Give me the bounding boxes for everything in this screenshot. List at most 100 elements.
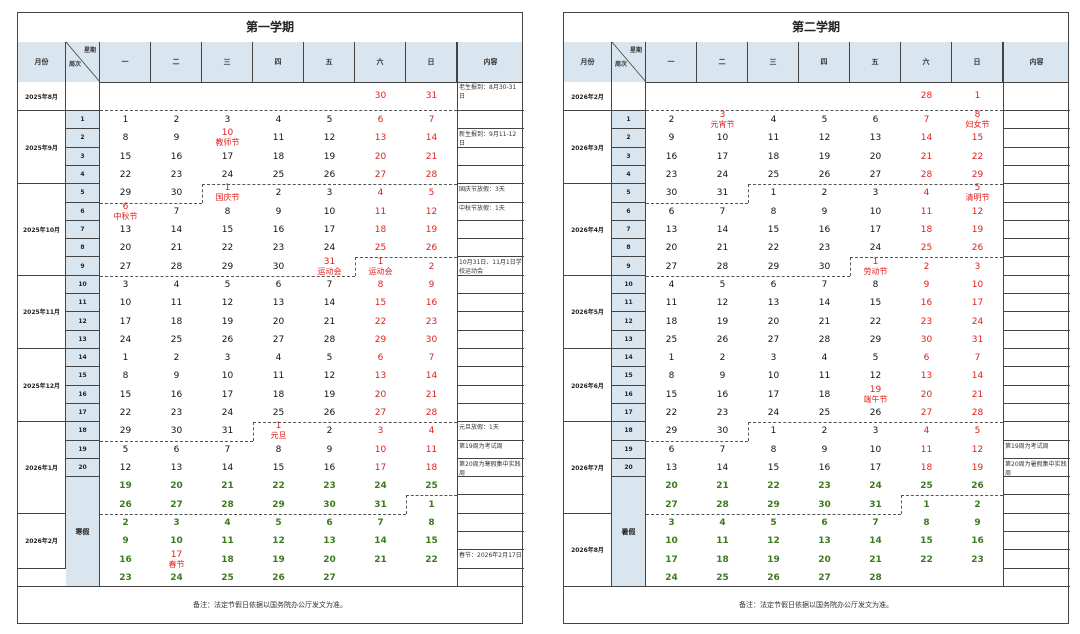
header-day-3: 三 [748,42,799,82]
day-number: 6 [770,279,777,290]
day-cell: 15 [748,225,799,235]
day-cell: 26 [304,408,355,418]
day-number: 19 [323,151,336,162]
day-number: 21 [818,316,831,327]
holiday-label: 中秋节 [113,211,138,221]
day-cell: 8 妇女节 [952,110,1003,130]
week-number-cell: 13 [66,330,100,349]
day-number: 7 [173,206,180,217]
day-number: 16 [425,298,438,309]
day-cell: 21 [697,481,748,491]
header-day-7: 日 [406,42,457,82]
day-cell: 1 国庆节 [202,183,253,203]
month-boundary [646,513,901,515]
day-number: 26 [323,408,336,419]
month-cell: 2026年8月 [564,513,612,587]
day-number: 6 [821,517,828,528]
day-number: 13 [869,133,882,144]
day-cell: 10 [646,536,697,546]
day-cell: 15 [100,390,151,400]
day-number: 11 [818,371,831,382]
day-number: 2 [122,517,129,528]
day-number: 13 [767,298,780,309]
day-number: 25 [221,572,234,583]
day-cell: 20 [355,152,406,162]
day-cell: 23 [952,555,1003,565]
week-number-cell: 8 [66,239,100,258]
day-number: 7 [719,444,726,455]
day-cell: 24 [646,573,697,583]
day-cell: 1 [974,91,981,101]
day-cell: 28 [151,262,202,272]
day-number: 23 [818,243,831,254]
day-number: 9 [923,279,930,290]
day-cell: 31 运动会 [304,257,355,277]
week-number-cell: 8 [612,239,646,258]
day-cell: 22 [646,408,697,418]
header-weekday-label: 星期 [629,47,642,54]
day-cell: 2 [646,115,697,125]
day-number: 2 [173,115,180,126]
day-cell: 11 [901,445,952,455]
day-cell: 31 [850,500,901,510]
day-number: 10 [119,298,132,309]
note-cell [1003,349,1070,368]
day-cell: 7 [406,115,457,125]
day-number: 19 [971,463,984,473]
note-cell [457,148,524,166]
day-cell: 9 [697,371,748,381]
day-cell: 10 [697,133,748,143]
day-cell: 4 [202,518,253,528]
note-cell [457,495,524,514]
note-cell [457,221,524,240]
day-cell: 11 [253,133,304,143]
day-cell: 1 运动会 [355,257,406,277]
day-number: 29 [971,170,984,181]
day-cell: 16 [253,225,304,235]
day-cell: 17 [850,225,901,235]
day-number: 27 [869,170,882,181]
day-number: 13 [119,225,132,235]
day-cell: 28 [406,170,457,180]
day-cell: 19 [799,152,850,162]
day-number: 18 [920,463,933,473]
day-cell: 19 [253,555,304,565]
day-cell: 6 [355,353,406,363]
month-boundary [100,440,253,442]
day-number: 7 [872,517,879,528]
week-number-cell: 1 [612,111,646,130]
day-number: 2 [974,499,981,510]
note-cell [1003,148,1070,166]
note-cell: 元旦放假：1天 [457,422,524,441]
row-divider [646,110,1003,111]
day-number: 16 [818,225,831,235]
day-cell: 28 [304,335,355,345]
day-number: 11 [170,298,183,309]
day-number: 20 [818,554,831,565]
day-cell: 28 [799,335,850,345]
day-cell: 2 [697,353,748,363]
day-number: 23 [119,572,132,583]
day-cell: 23 [253,243,304,253]
day-cell: 22 [901,555,952,565]
day-cell: 23 [304,481,355,491]
day-cell: 6 [646,207,697,217]
header-day-3: 三 [202,42,253,82]
day-cell: 5 清明节 [952,183,1003,203]
day-cell: 16 [799,463,850,473]
note-cell [1003,203,1070,221]
day-cell: 19 [748,555,799,565]
holiday-label: 教师节 [215,138,240,148]
day-cell: 21 [406,390,457,400]
week-number-cell: 2 [612,129,646,148]
note-cell [1003,312,1070,331]
day-cell: 15 [406,536,457,546]
note-cell [1003,239,1070,258]
day-number: 7 [326,279,333,290]
day-cell: 9 [799,445,850,455]
note-cell: 第19周为考试周 [457,441,524,459]
day-cell: 8 [901,518,952,528]
day-cell: 17 [697,152,748,162]
day-number: 27 [665,499,678,510]
